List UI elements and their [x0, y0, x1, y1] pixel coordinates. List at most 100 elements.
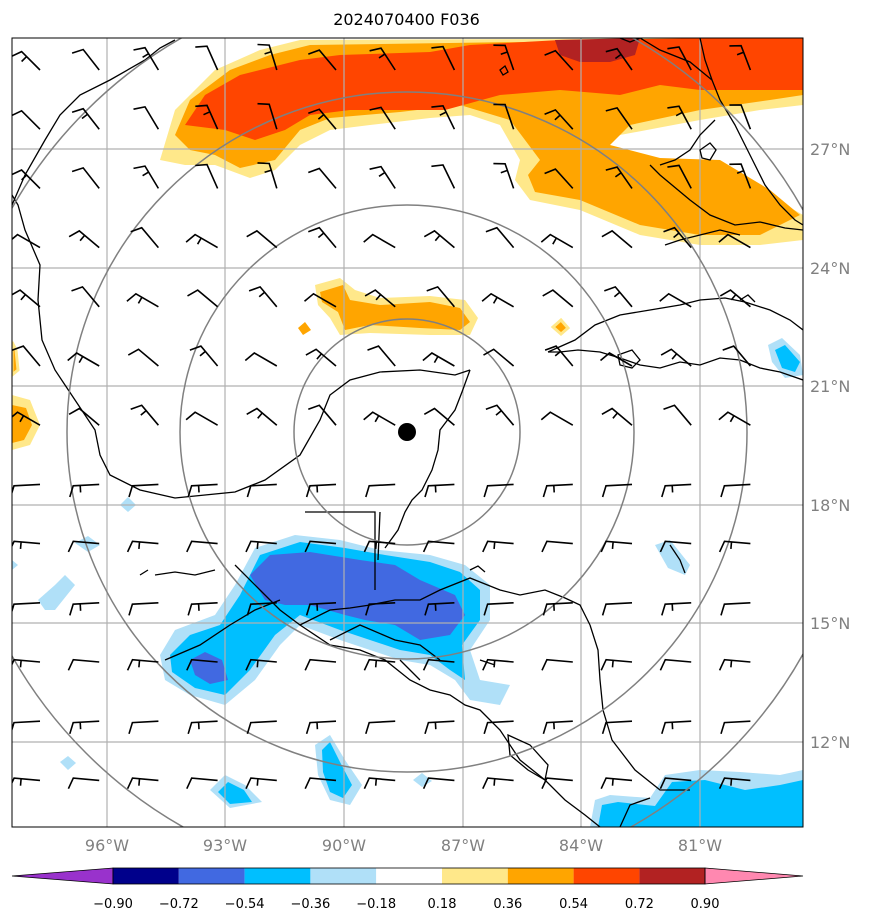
colorbar-bin — [507, 868, 574, 884]
positive-anomaly-red — [185, 38, 803, 140]
neg-patch-h-core — [218, 782, 252, 804]
gulf-coast-us-mexico — [12, 39, 471, 499]
wind-barb — [71, 107, 100, 130]
neg-patch-j-core — [775, 345, 800, 372]
wind-barb — [246, 720, 277, 735]
wind-barb — [305, 720, 337, 735]
wind-barb — [482, 777, 514, 790]
wind-barb — [257, 162, 278, 189]
wind-barb — [659, 292, 692, 308]
wind-barb — [369, 106, 396, 130]
wind-barb — [308, 108, 337, 130]
wind-barb — [363, 777, 396, 790]
lon-label: 93°W — [203, 836, 247, 855]
wind-barb — [482, 540, 514, 553]
wind-barb — [422, 658, 455, 671]
wind-barb — [493, 103, 515, 130]
gulf-small-patch — [298, 322, 311, 335]
wind-barb — [718, 411, 751, 426]
wind-barb — [661, 602, 692, 616]
nicaragua-caribbean — [589, 624, 690, 827]
wind-barb — [599, 352, 633, 367]
wind-barb — [126, 777, 159, 790]
wind-barb — [71, 48, 100, 71]
wind-barb — [305, 348, 337, 367]
wind-barb — [718, 658, 751, 671]
wind-barb — [540, 411, 574, 426]
wind-barb — [542, 720, 573, 735]
wind-barb — [67, 352, 100, 367]
lat-label: 27°N — [810, 140, 850, 159]
wind-barb — [304, 658, 337, 671]
lat-label: 21°N — [810, 377, 850, 396]
colorbar-extend-high — [704, 867, 804, 885]
wind-barb — [133, 106, 160, 130]
wind-barb — [605, 47, 633, 71]
neg-patch-b — [75, 536, 100, 552]
florida-west-coast — [649, 38, 803, 231]
wind-barb — [541, 540, 573, 553]
colorbar-bin — [310, 868, 377, 884]
wind-barb — [12, 602, 41, 614]
wind-barb — [601, 602, 633, 616]
yucatan-east-coast — [384, 369, 471, 549]
wind-barb — [12, 109, 41, 130]
wind-barb — [431, 164, 456, 189]
wind-barb — [424, 602, 455, 616]
wind-barb — [544, 168, 574, 189]
colorbar-label: −0.18 — [356, 897, 396, 912]
wind-barb — [12, 411, 41, 426]
belize-guatemala-border — [305, 511, 381, 590]
neg-patch-d — [12, 560, 18, 570]
wind-barb — [133, 165, 160, 189]
latitude-labels: 12°N 15°N 18°N 21°N 24°N 27°N — [810, 140, 850, 752]
wind-barb — [189, 345, 219, 367]
coastlines — [12, 38, 803, 827]
colorbar-label: −0.90 — [93, 897, 133, 912]
wind-barb — [667, 46, 692, 71]
colorbar-bin — [442, 868, 508, 884]
wind-barb — [187, 289, 219, 308]
colorbar-bin — [178, 868, 245, 884]
colorbar-bin — [113, 868, 179, 884]
colorbar-label: −0.36 — [290, 897, 330, 912]
wind-barb — [257, 102, 278, 130]
lon-label: 84°W — [559, 836, 603, 855]
wind-barb — [544, 345, 574, 367]
wind-barb — [195, 104, 219, 130]
wind-barb — [541, 658, 573, 671]
honduras-interior — [329, 624, 441, 681]
wind-barb — [600, 658, 633, 671]
wind-barb — [128, 483, 159, 498]
wind-barb — [667, 105, 692, 130]
range-rings — [12, 38, 803, 827]
wind-barb — [542, 602, 573, 616]
wind-barb — [483, 348, 515, 367]
wind-barb — [661, 483, 692, 498]
wind-barb — [600, 777, 633, 790]
wind-barb — [422, 777, 455, 790]
wind-barb — [186, 540, 218, 553]
wind-barb — [424, 483, 455, 498]
lon-label: 87°W — [441, 836, 485, 855]
wind-barb — [12, 720, 41, 732]
wind-barb — [729, 104, 752, 130]
wind-barb — [363, 540, 396, 553]
wind-barb — [126, 658, 159, 671]
wind-barb — [127, 348, 159, 367]
wind-barb — [485, 404, 515, 426]
wind-barb — [130, 404, 160, 426]
cayman-island — [499, 64, 509, 76]
negative-anomaly-blue — [250, 552, 465, 640]
wind-barb — [244, 352, 278, 367]
gulf-anomaly-orange — [320, 285, 470, 330]
nicaragua-lake-border — [479, 544, 686, 666]
lat-label: 12°N — [810, 733, 850, 752]
wind-barb — [365, 483, 396, 498]
wind-barb — [68, 229, 100, 249]
wind-barb — [305, 483, 337, 498]
wind-barb — [195, 45, 219, 71]
colorbar-label: −0.54 — [225, 897, 265, 912]
wind-barb — [367, 345, 396, 367]
wind-barb — [718, 233, 751, 249]
